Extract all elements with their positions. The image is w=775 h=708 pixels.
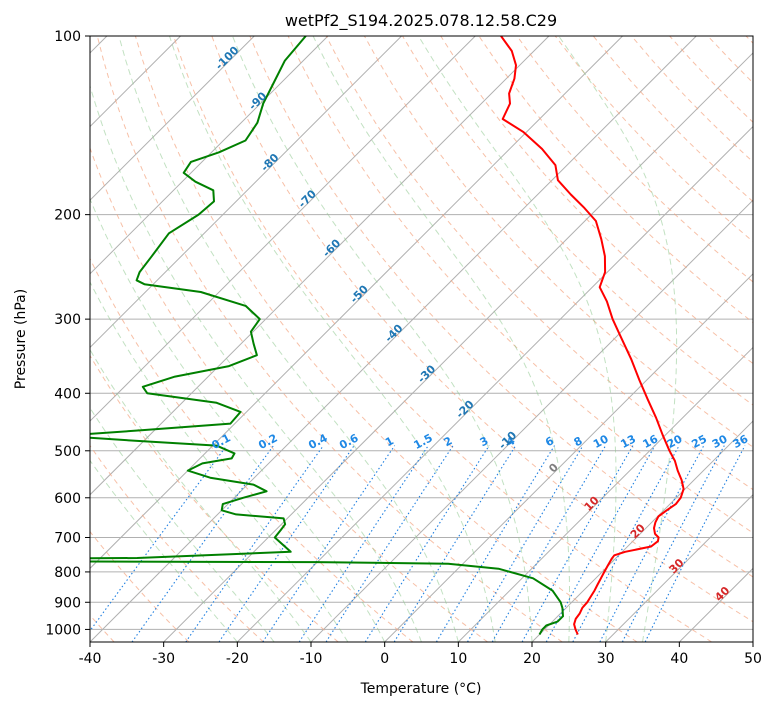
- moist-adiabat-line: [90, 84, 422, 642]
- x-tick-label: 40: [670, 651, 688, 667]
- dry-adiabat-line: [90, 444, 264, 642]
- dry-adiabat-line: [134, 36, 638, 642]
- isotherm-line: [90, 36, 623, 570]
- y-axis-label: Pressure (hPa): [13, 289, 29, 389]
- isotherm-line: [90, 36, 476, 422]
- moist-adiabat-line: [232, 36, 533, 642]
- mixing-ratio-label: 25: [689, 432, 709, 451]
- mixing-ratio-line: [364, 445, 490, 642]
- mixing-ratio-label: 16: [641, 432, 661, 451]
- isotherm-line: [90, 36, 550, 496]
- mixing-ratio-line: [545, 445, 656, 642]
- x-tick-label: 30: [597, 651, 615, 667]
- dry-adiabat-line: [90, 354, 339, 642]
- moist-adiabat-line: [312, 36, 571, 642]
- data-series: [90, 36, 685, 635]
- dry-adiabat-line: [90, 530, 190, 642]
- isotherm-line: [163, 52, 753, 642]
- y-tick-label: 200: [54, 208, 81, 224]
- mixing-ratio-line: [131, 445, 274, 642]
- isotherm-line: [457, 346, 753, 642]
- y-tick-label: 700: [54, 531, 81, 547]
- isotherm-line: [90, 36, 697, 642]
- y-tick-label: 300: [54, 312, 81, 328]
- plot-frame: [89, 35, 754, 643]
- y-tick-label: 800: [54, 565, 81, 581]
- chart-title: wetPf2_S194.2025.078.12.58.C29: [285, 11, 557, 31]
- mixing-ratio-label: 13: [618, 432, 638, 451]
- background-lines: [90, 36, 753, 642]
- dry-adiabat-line: [440, 36, 753, 365]
- x-tick-label: 50: [744, 651, 762, 667]
- x-tick-label: -30: [152, 651, 175, 667]
- x-axis-label: Temperature (°C): [360, 681, 482, 697]
- mixing-ratio-label: 20: [665, 432, 685, 451]
- dry-adiabat-line: [90, 146, 488, 642]
- x-tick-label: -20: [226, 651, 249, 667]
- dry-adiabat-line: [287, 36, 753, 534]
- mixing-ratio-line: [467, 445, 584, 642]
- y-tick-label: 400: [54, 386, 81, 402]
- moist-adiabat-line: [90, 459, 238, 642]
- moist-adiabat-line: [90, 407, 275, 642]
- mixing-ratio-line: [644, 445, 746, 642]
- dry-adiabat-line: [173, 36, 712, 642]
- moist-adiabat-line: [418, 36, 617, 642]
- isotherm-line: [90, 36, 329, 275]
- dry-adiabat-line: [96, 36, 563, 642]
- x-tick-label: 10: [449, 651, 467, 667]
- mixing-ratio-label: 10: [591, 432, 611, 451]
- isotherm-line: [752, 641, 753, 642]
- dry-adiabat-line: [516, 36, 753, 283]
- isotherm-line: [384, 273, 753, 642]
- x-tick-label: -40: [79, 651, 102, 667]
- mixing-ratio-line: [393, 445, 517, 642]
- plot-background: [90, 36, 753, 642]
- y-tick-label: 1000: [45, 622, 81, 638]
- mixing-ratio-line: [90, 445, 228, 632]
- dry-adiabat-line: [90, 257, 414, 642]
- moist-adiabat-line: [90, 348, 312, 642]
- mixing-ratio-line: [262, 445, 396, 642]
- x-axis-ticks: -40 -30 -20 -10 0 10 20 30 40 50: [79, 642, 762, 667]
- dry-adiabat-line: [249, 36, 753, 578]
- mixing-ratio-line: [435, 445, 555, 642]
- temperature-profile-line: [500, 36, 685, 635]
- isotherm-line: [605, 494, 753, 642]
- x-tick-label: -10: [300, 651, 323, 667]
- moist-adiabat-line: [169, 36, 496, 642]
- dewpoint-profile-line: [90, 36, 564, 635]
- mixing-ratio-label: 36: [731, 432, 751, 451]
- isotherm-line: [531, 420, 753, 642]
- y-axis-ticks: 100 200 300 400 500 600 700 800 900 1000: [45, 29, 90, 638]
- mixing-ratio-line: [325, 445, 454, 642]
- x-tick-label: 20: [523, 651, 541, 667]
- mixing-ratio-line: [621, 445, 725, 642]
- isotherm-line: [90, 36, 402, 349]
- dry-adiabat-line: [211, 36, 753, 623]
- y-tick-label: 900: [54, 595, 81, 611]
- y-tick-label: 600: [54, 491, 81, 507]
- moist-adiabat-line: [90, 197, 386, 642]
- moist-adiabat-line: [558, 36, 678, 642]
- isotherm-line: [236, 125, 753, 642]
- y-tick-label: 500: [54, 444, 81, 460]
- y-tick-label: 100: [54, 29, 81, 45]
- x-tick-label: 0: [380, 651, 389, 667]
- mixing-ratio-label: 30: [710, 432, 730, 451]
- mixing-ratio-line: [298, 445, 429, 642]
- moist-adiabat-line: [118, 36, 459, 642]
